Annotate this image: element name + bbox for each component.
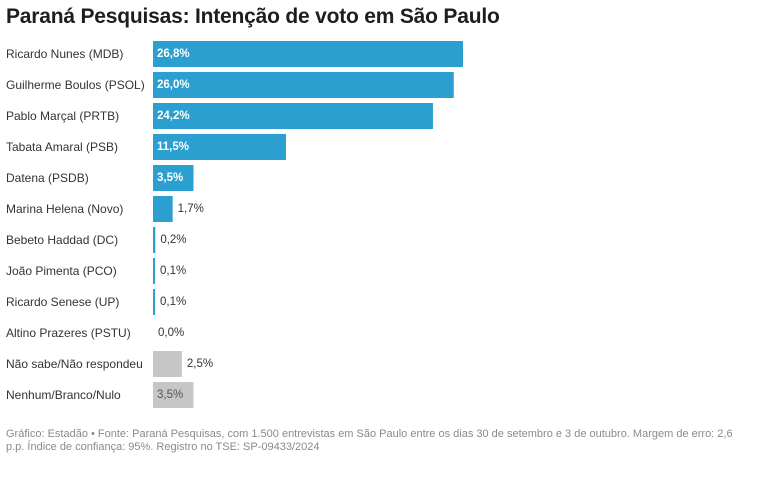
chart-title: Paraná Pesquisas: Intenção de voto em Sã… (6, 5, 500, 28)
bar-row: Datena (PSDB) 3,5% (6, 165, 194, 191)
value-label: 1,7% (178, 203, 204, 215)
value-label: 3,5% (157, 389, 183, 401)
value-label: 26,0% (157, 79, 190, 91)
bar (153, 72, 454, 98)
value-label: 0,1% (160, 265, 186, 277)
value-label: 0,2% (160, 234, 186, 246)
bar (153, 134, 287, 160)
bar (153, 289, 155, 315)
category-label: Não sabe/Não respondeu (6, 357, 143, 371)
category-label: Nenhum/Branco/Nulo (6, 388, 121, 402)
category-label: João Pimenta (PCO) (6, 264, 117, 278)
bar (153, 41, 463, 67)
bar (153, 227, 156, 253)
chart-source-note: Gráfico: Estadão • Fonte: Paraná Pesquis… (6, 428, 733, 453)
bar-row: Não sabe/Não respondeu 2,5% (6, 351, 213, 377)
category-label: Bebeto Haddad (DC) (6, 233, 118, 247)
bar (153, 196, 173, 222)
bar (153, 103, 433, 129)
value-label: 11,5% (157, 141, 189, 153)
bar-row: Guilherme Boulos (PSOL) 26,0% (6, 72, 454, 98)
bar-row: Bebeto Haddad (DC) 0,2% (6, 227, 187, 253)
category-label: Marina Helena (Novo) (6, 202, 123, 216)
bar-row: Tabata Amaral (PSB) 11,5% (6, 134, 287, 160)
bar (153, 165, 194, 191)
bar (153, 382, 194, 408)
bar-row: Pablo Marçal (PRTB) 24,2% (6, 103, 433, 129)
value-label: 24,2% (157, 110, 190, 122)
value-label: 26,8% (157, 48, 190, 60)
bar-row: Marina Helena (Novo) 1,7% (6, 196, 204, 222)
bar-row: Ricardo Senese (UP) 0,1% (6, 289, 186, 315)
bar-row: João Pimenta (PCO) 0,1% (6, 258, 186, 284)
category-label: Ricardo Senese (UP) (6, 295, 119, 309)
bar-row: Ricardo Nunes (MDB) 26,8% (6, 41, 463, 67)
bar-chart: Ricardo Nunes (MDB) 26,8% Guilherme Boulos… (6, 41, 463, 408)
category-label: Tabata Amaral (PSB) (6, 140, 118, 154)
category-label: Datena (PSDB) (6, 171, 89, 185)
value-label: 3,5% (157, 172, 183, 184)
value-label: 0,0% (158, 327, 184, 339)
bar-row: Nenhum/Branco/Nulo 3,5% (6, 382, 194, 408)
category-label: Ricardo Nunes (MDB) (6, 47, 123, 61)
value-label: 0,1% (160, 296, 186, 308)
category-label: Pablo Marçal (PRTB) (6, 109, 119, 123)
value-label: 2,5% (187, 358, 213, 370)
bar (153, 258, 155, 284)
category-label: Altino Prazeres (PSTU) (6, 326, 131, 340)
category-label: Guilherme Boulos (PSOL) (6, 78, 145, 92)
bar (153, 351, 182, 377)
bar-row: Altino Prazeres (PSTU) 0,0% (6, 326, 184, 340)
